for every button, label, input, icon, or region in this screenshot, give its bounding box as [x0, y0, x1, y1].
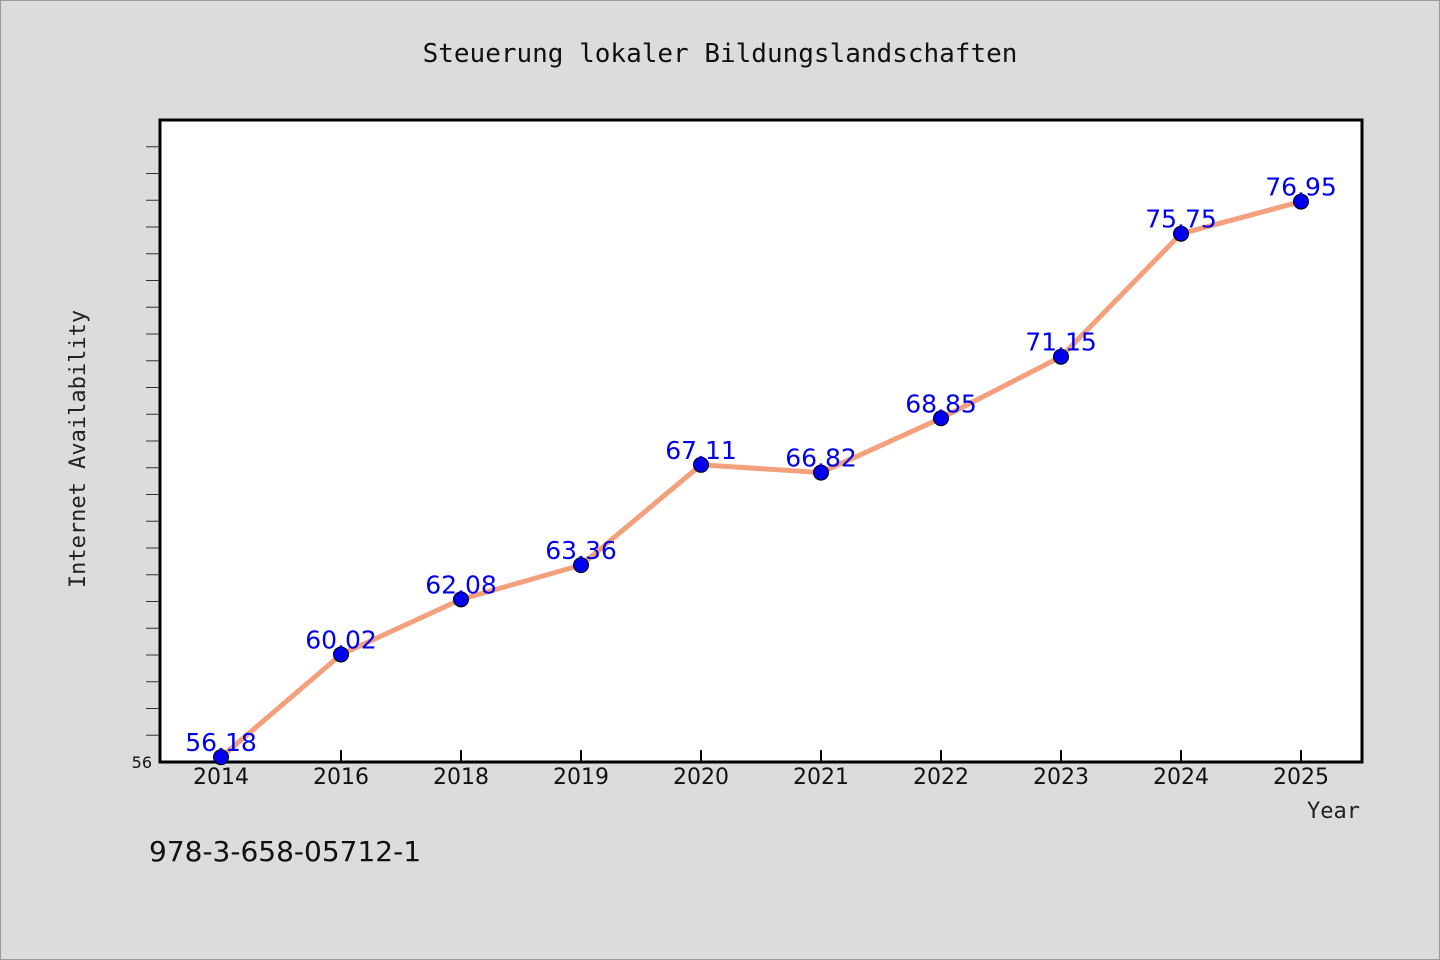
x-tick-label: 2016: [313, 765, 369, 790]
plot-area: [158, 118, 1364, 764]
isbn-text: 978-3-658-05712-1: [149, 835, 422, 868]
data-label: 68.85: [905, 389, 977, 418]
data-label: 67.11: [665, 436, 737, 465]
x-axis-ticks: 2014 2016 2018 2019 2020 2021 2022 2023 2024 2025: [193, 750, 1329, 790]
data-point: [693, 456, 709, 473]
x-tick-label: 2024: [1153, 765, 1209, 790]
data-point: [333, 646, 349, 663]
data-point: [1053, 348, 1069, 365]
y-tick-label: 56: [132, 753, 152, 772]
data-point: [1173, 225, 1189, 242]
x-tick-label: 2020: [673, 765, 729, 790]
data-label: 66.82: [785, 444, 857, 473]
data-point: [213, 749, 229, 766]
data-label: 71.15: [1025, 328, 1097, 357]
series-layer: 56.18 60.02 62.08 63.36 67.11 66.82 68.85 71.15…: [185, 173, 1337, 766]
x-tick-label: 2014: [193, 765, 249, 790]
x-tick-label: 2025: [1273, 765, 1329, 790]
x-tick-label: 2021: [793, 765, 849, 790]
y-axis-ticks: 56: [132, 146, 159, 772]
data-point: [1293, 193, 1309, 210]
x-axis-label: Year: [1307, 799, 1360, 824]
data-point: [813, 464, 829, 481]
chart-title: Steuerung lokaler Bildungslandschaften: [423, 39, 1018, 69]
data-label: 76.95: [1265, 173, 1337, 202]
x-tick-label: 2019: [553, 765, 609, 790]
data-label: 56.18: [185, 728, 257, 757]
data-label: 60.02: [305, 625, 377, 654]
data-point: [573, 557, 589, 574]
series-line: [219, 199, 1302, 760]
x-tick-label: 2023: [1033, 765, 1089, 790]
y-axis-label: Internet Availability: [66, 310, 91, 588]
x-tick-label: 2018: [433, 765, 489, 790]
data-point: [453, 591, 469, 608]
data-label: 63.36: [545, 536, 617, 565]
data-label: 62.08: [425, 570, 497, 599]
data-label: 75.75: [1145, 205, 1217, 234]
data-point: [933, 410, 949, 427]
x-tick-label: 2022: [913, 765, 969, 790]
